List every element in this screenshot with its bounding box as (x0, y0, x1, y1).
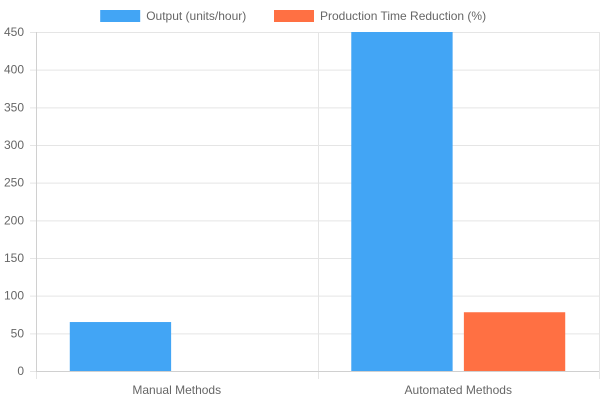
y-tick-label: 0 (17, 364, 24, 378)
bar (351, 32, 453, 371)
legend: Output (units/hour) Production Time Reduc… (100, 9, 486, 23)
y-tick-label: 200 (4, 213, 24, 227)
legend-label: Production Time Reduction (%) (320, 9, 486, 23)
x-tick-label: Automated Methods (405, 383, 512, 397)
bars (69, 32, 566, 371)
y-tick-label: 300 (4, 138, 24, 152)
y-tick-label: 400 (4, 63, 24, 77)
bar (69, 322, 172, 371)
legend-swatch (100, 10, 141, 22)
x-tick-label: Manual Methods (132, 383, 221, 397)
legend-label: Output (units/hour) (146, 9, 246, 23)
y-tick-label: 150 (4, 251, 24, 265)
y-tick-label: 350 (4, 100, 24, 114)
y-tick-label: 450 (4, 25, 24, 39)
bar (463, 312, 566, 371)
legend-swatch (274, 10, 314, 22)
y-tick-label: 250 (4, 176, 24, 190)
y-tick-label: 100 (4, 289, 24, 303)
axes: 0 50 100 150 200 250 300 350 400 450 Manual Method… (4, 25, 599, 397)
y-tick-label: 50 (11, 326, 25, 340)
